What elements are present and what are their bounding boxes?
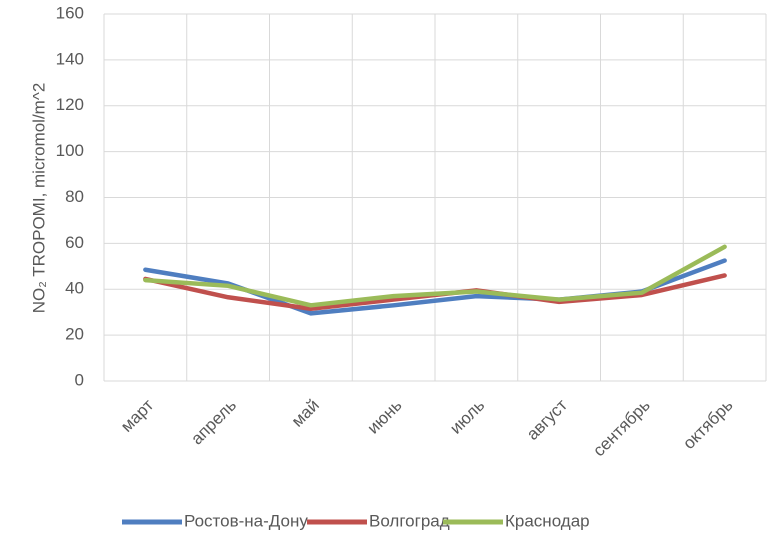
y-axis-title: NO₂ TROPOMI, micromol/m^2 bbox=[29, 83, 48, 314]
x-tick-label: июнь bbox=[364, 395, 406, 437]
x-tick-label: август bbox=[523, 395, 571, 443]
legend-label: Волгоград bbox=[369, 511, 450, 530]
x-tick-label: март bbox=[117, 395, 157, 435]
y-tick-label: 60 bbox=[65, 233, 84, 252]
legend-label: Ростов-на-Дону bbox=[184, 511, 308, 530]
x-tick-label: сентябрь bbox=[589, 395, 654, 460]
y-tick-label: 140 bbox=[56, 49, 84, 68]
y-tick-label: 100 bbox=[56, 141, 84, 160]
y-tick-label: 20 bbox=[65, 325, 84, 344]
y-tick-label: 120 bbox=[56, 95, 84, 114]
y-tick-label: 0 bbox=[75, 370, 84, 389]
x-tick-label: май bbox=[288, 396, 323, 431]
x-tick-label: июль bbox=[446, 395, 488, 437]
legend-label: Краснодар bbox=[505, 511, 590, 530]
y-tick-label: 40 bbox=[65, 279, 84, 298]
x-tick-label: октябрь bbox=[679, 395, 736, 452]
x-tick-label: апрель bbox=[187, 395, 240, 448]
data-line bbox=[143, 244, 727, 308]
y-tick-label: 80 bbox=[65, 187, 84, 206]
y-tick-label: 160 bbox=[56, 3, 84, 22]
